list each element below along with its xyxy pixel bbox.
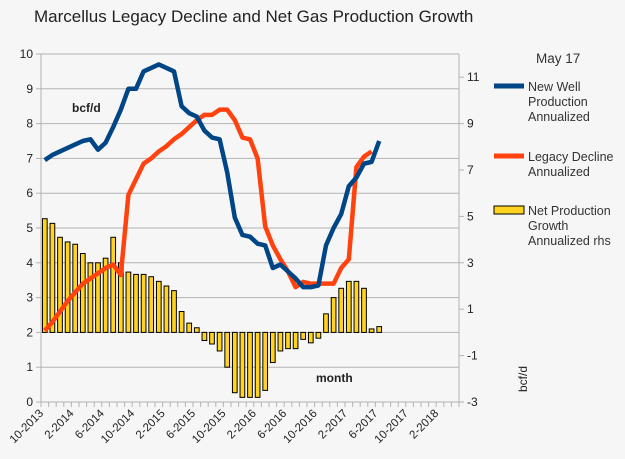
y-left-tick-label: 6 [26,186,33,200]
bar [125,271,132,333]
right-axis-label: bcf/d [516,366,530,392]
bar [148,276,155,333]
bar [292,331,299,350]
y-left-tick-label: 10 [20,47,34,61]
bar [247,331,253,398]
y-right-tick-label: 5 [467,209,474,223]
y-right-tick-label: 7 [467,163,474,177]
bar [277,331,284,352]
y-left-tick-label: 5 [26,221,33,235]
bar [64,241,71,333]
bar [269,331,276,364]
y-right-tick-label: 3 [467,256,474,270]
x-tick-label: 2-2018 [408,408,442,442]
y-right-tick-label: -1 [467,349,478,363]
legend: May 17 New WellProductionAnnualizedLegac… [493,51,614,248]
bar [193,327,200,333]
bar [95,262,101,333]
x-axis-label: month [316,371,353,385]
x-tick-label: 2-2014 [43,407,77,441]
y-left-tick-label: 4 [26,256,33,270]
bar [163,285,170,333]
y-left-tick-label: 1 [26,360,33,374]
y-axis-right-ticks: -3 -1 1 3 5 7 9 11 [459,70,480,409]
bar [110,236,117,333]
bar [315,331,322,339]
bar [368,328,375,333]
bar-series-net-production [41,218,383,398]
bar [330,297,337,333]
bar [231,331,238,394]
bar [262,331,269,391]
x-axis-tick-labels: 10-20132-20146-201410-20142-20156-201510… [8,407,442,446]
legend-label: Annualized [528,165,590,179]
bar [178,311,185,333]
x-tick-label: 10-2015 [190,408,228,446]
legend-label: Legacy Decline [528,150,614,164]
legend-label: Production [528,95,588,109]
bar [171,290,177,333]
x-tick-label: 10-2014 [99,407,138,446]
bar [254,331,261,398]
legend-label: Annualized [528,110,590,124]
legend-swatch-bar [493,205,525,215]
legend-label: New Well [528,80,581,94]
bar [338,287,345,333]
bar [307,331,314,344]
y-left-tick-label: 3 [26,291,33,305]
bar [285,331,291,350]
y-left-tick-label: 8 [26,117,33,131]
bar [41,218,48,333]
y-right-tick-label: 9 [467,117,474,131]
line-series-group [43,62,382,333]
legend-label: Annualized rhs [528,234,611,248]
bar [361,287,367,333]
bar [216,331,223,352]
legend-swatch-line [494,153,524,159]
legend-title: May 17 [536,51,580,66]
y-left-tick-label: 0 [26,395,33,409]
left-unit-annotation: bcf/d [72,101,101,115]
bar [57,236,63,333]
y-left-tick-label: 7 [26,151,33,165]
bar [140,273,147,333]
bar [201,331,208,342]
legend-swatch-line [494,83,524,89]
chart-title: Marcellus Legacy Decline and Net Gas Pro… [34,7,473,26]
bar [79,253,86,333]
bar [376,326,383,333]
bar [353,280,360,333]
y-left-tick-label: 9 [26,82,33,96]
y-right-tick-label: 11 [467,70,480,84]
bar [300,331,307,340]
bar [239,331,246,398]
x-tick-label: 2-2015 [134,408,168,442]
axes [36,54,464,407]
y-left-tick-label: 2 [26,325,33,339]
y-right-tick-label: -3 [467,395,478,409]
bar [209,331,215,345]
legend-label: Growth [528,219,568,233]
bar [87,262,94,333]
x-tick-label: 2-2016 [225,408,259,442]
bar [323,313,329,333]
bar [345,280,352,333]
bar [224,331,231,368]
x-tick-label: 10-2013 [8,408,46,446]
line-new-well-production-annualized [43,62,382,290]
legend-label: Net Production [528,204,611,218]
bar [102,257,109,333]
x-tick-label: 2-2017 [316,408,350,442]
bar [49,222,56,333]
bar [186,322,193,333]
x-tick-label: 10-2016 [281,408,319,446]
bar [155,280,162,333]
x-tick-label: 10-2017 [373,408,411,446]
y-right-tick-label: 1 [467,302,474,316]
bar [133,273,139,333]
y-axis-left-ticks: 0 1 2 3 4 5 6 7 8 9 10 [20,47,41,409]
